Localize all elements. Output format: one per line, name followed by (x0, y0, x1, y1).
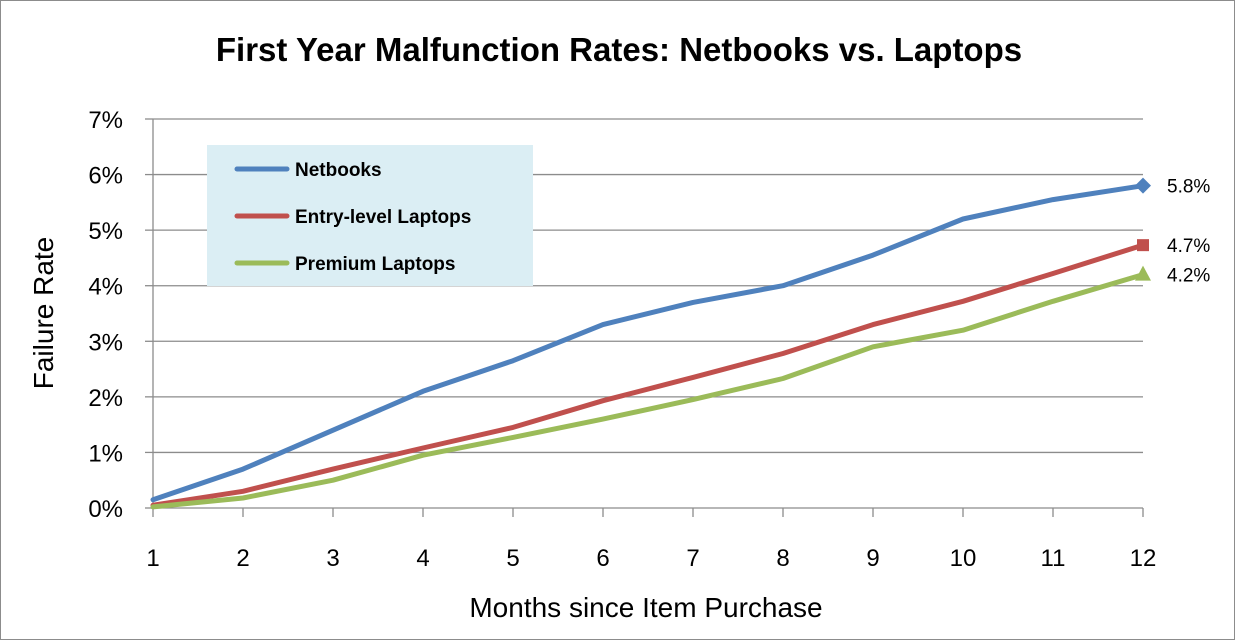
y-tick-label: 6% (88, 163, 123, 190)
x-tick-label: 9 (866, 545, 879, 572)
y-tick-label: 4% (88, 274, 123, 301)
x-tick-label: 2 (236, 545, 249, 572)
y-tick-label: 3% (88, 329, 123, 356)
x-tick-label: 4 (416, 545, 429, 572)
y-tick-label: 7% (88, 107, 123, 134)
end-marker-entry-level-laptops (1137, 239, 1149, 252)
end-labels: 5.8% 4.7% 4.2% (1167, 177, 1210, 287)
data-label-netbooks: 5.8% (1167, 177, 1210, 198)
x-tick-label: 8 (776, 545, 789, 572)
data-label-entry-level-laptops: 4.7% (1167, 236, 1210, 257)
series-line-premium-laptops (150, 272, 1146, 510)
x-tick-label: 6 (596, 545, 609, 572)
end-marker-premium-laptops (1135, 265, 1151, 281)
x-tick-label: 10 (950, 545, 977, 572)
series-line-entry-level-laptops (150, 242, 1146, 508)
x-tick-label: 7 (686, 545, 699, 572)
chart-title: First Year Malfunction Rates: Netbooks v… (216, 31, 1022, 68)
x-tick-label: 1 (146, 545, 159, 572)
y-axis-title: Failure Rate (28, 237, 59, 390)
y-tick-label: 0% (88, 496, 123, 523)
legend: Netbooks Entry-level Laptops Premium Lapto… (207, 145, 533, 286)
legend-label-netbooks: Netbooks (295, 160, 382, 181)
legend-label-entry-level-laptops: Entry-level Laptops (295, 207, 471, 228)
y-tick-label: 5% (88, 218, 123, 245)
legend-label-premium-laptops: Premium Laptops (295, 254, 455, 275)
y-tick-label: 1% (88, 440, 123, 467)
x-tick-label: 12 (1130, 545, 1157, 572)
x-axis-title: Months since Item Purchase (469, 592, 822, 623)
data-label-premium-laptops: 4.2% (1167, 266, 1210, 287)
y-tick-label: 2% (88, 385, 123, 412)
x-tick-label: 3 (326, 545, 339, 572)
end-marker-netbooks (1135, 177, 1151, 194)
axes: 0%1%2%3%4%5%6%7%1 2 3 4 5 6 7 8 9 10 11 12 (88, 107, 1156, 572)
series-line-netbooks (150, 183, 1146, 503)
x-tick-label: 5 (506, 545, 519, 572)
x-tick-label: 11 (1041, 545, 1066, 572)
series-lines (150, 177, 1151, 510)
